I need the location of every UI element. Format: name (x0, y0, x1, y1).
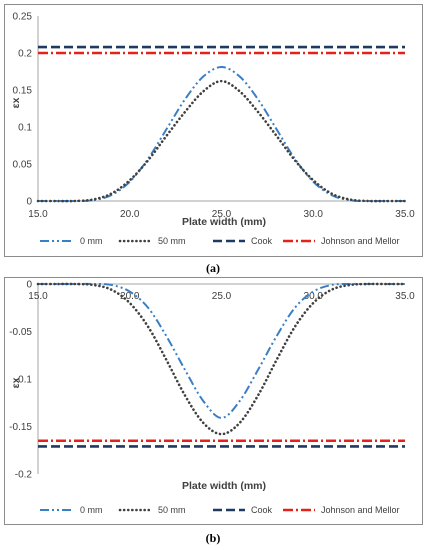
x-tick-label: 35.0 (395, 209, 415, 220)
y-tick-label: 0.15 (13, 86, 33, 97)
chart-panel-b: 0 -0.05 -0.1 -0.15 -0.2 15.0 20.0 25.0 30.0 35.0… (4, 277, 423, 525)
series-line-50-mm (36, 282, 407, 436)
y-tick-label: 0.2 (18, 49, 32, 60)
x-axis-label-a: Plate width (mm) (182, 216, 266, 228)
x-tick-label: 15.0 (28, 291, 48, 302)
x-tick-label: 15.0 (28, 209, 48, 220)
y-axis-label-a: εx (10, 97, 22, 108)
y-tick-label: -0.1 (15, 375, 33, 386)
series-line-0-mm (38, 66, 405, 203)
x-axis-label-b: Plate width (mm) (182, 480, 266, 492)
legend-label: 50 mm (158, 505, 186, 515)
y-tick-label: 0 (26, 197, 32, 208)
y-tick-label: -0.15 (9, 422, 32, 433)
x-tick-label: 30.0 (304, 209, 324, 220)
x-tick-label: 25.0 (212, 291, 232, 302)
x-tick-label: 20.0 (120, 209, 140, 220)
x-tick-label: 20.0 (120, 291, 140, 302)
y-tick-label: 0.25 (13, 12, 33, 23)
legend-a: 0 mm 50 mm Cook Johnson and Mellor (40, 236, 400, 246)
chart-frame-b (4, 277, 423, 525)
y-axis-label-b: εx (10, 377, 22, 388)
y-tick-label: -0.2 (15, 470, 33, 481)
caption-a: (a) (206, 261, 220, 275)
legend-label: Johnson and Mellor (321, 236, 400, 246)
y-tick-label: 0 (26, 280, 32, 291)
x-tick-label: 35.0 (395, 291, 415, 302)
x-tick-label: 25.0 (212, 209, 232, 220)
x-tick-label: 30.0 (304, 291, 324, 302)
series-line-50-mm (36, 79, 407, 203)
legend-label: 0 mm (80, 505, 103, 515)
legend-label: 50 mm (158, 236, 186, 246)
y-tick-label: 0.1 (18, 123, 32, 134)
legend-label: 0 mm (80, 236, 103, 246)
chart-panel-a: 0 0.05 0.1 0.15 0.2 0.25 15.0 20.0 25.0 30.0 35.0… (4, 4, 423, 257)
series-line-0-mm (38, 282, 405, 419)
legend-label: Cook (251, 236, 273, 246)
legend-label: Cook (251, 505, 273, 515)
chart-frame-a (4, 4, 423, 257)
legend-b: 0 mm 50 mm Cook Johnson and Mellor (40, 505, 400, 515)
caption-b: (b) (206, 531, 221, 545)
y-tick-label: -0.05 (9, 327, 32, 338)
y-tick-label: 0.05 (13, 160, 33, 171)
legend-label: Johnson and Mellor (321, 505, 400, 515)
